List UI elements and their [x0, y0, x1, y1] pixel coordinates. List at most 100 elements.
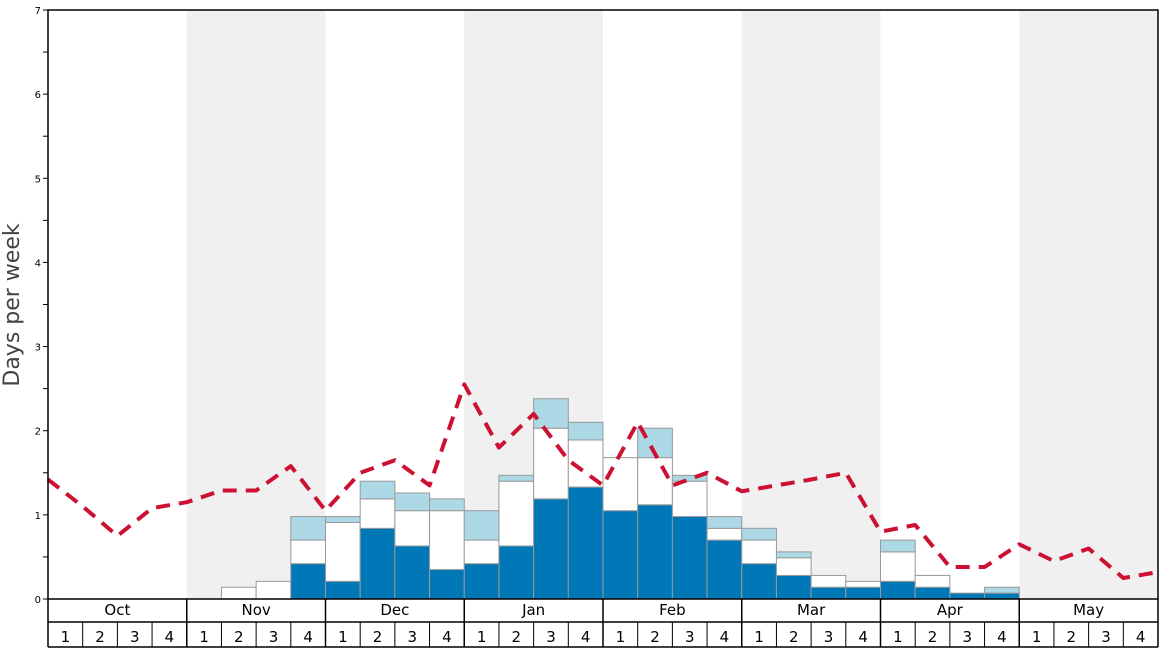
- month-band: [1019, 10, 1158, 599]
- bar-top: [394, 492, 431, 512]
- y-axis: 0 1 2 3 4 5 6 7: [35, 6, 48, 606]
- y-axis-title: Days per week: [0, 223, 25, 386]
- week-label: 1: [616, 628, 626, 646]
- week-label: 1: [754, 628, 764, 646]
- x-axis: Oct Nov Dec Jan Feb Mar Apr May 1 2 3 4 1 2 3 4 1 2 3 4 1 2 3 4…: [47, 599, 1159, 648]
- bar-bottom: [359, 527, 396, 600]
- y-tick-label: 5: [35, 174, 41, 185]
- bar-middle: [463, 539, 500, 565]
- month-label: Nov: [241, 601, 270, 619]
- bar-top: [463, 510, 500, 541]
- month-label: Dec: [380, 601, 409, 619]
- bar-middle: [498, 480, 535, 547]
- bar-bottom: [775, 574, 812, 600]
- y-tick-label: 0: [35, 595, 41, 606]
- bar-bottom: [463, 563, 500, 600]
- y-tick-label: 2: [35, 427, 41, 438]
- bar-bottom: [949, 592, 986, 600]
- bar-bottom: [845, 586, 881, 600]
- week-label: 4: [165, 628, 175, 646]
- week-label: 1: [61, 628, 71, 646]
- bar-bottom: [533, 498, 569, 600]
- week-label: 3: [546, 628, 556, 646]
- bar-middle: [255, 580, 292, 600]
- month-label: Mar: [797, 601, 826, 619]
- week-label: 2: [1067, 628, 1077, 646]
- y-tick-label: 6: [35, 90, 41, 101]
- week-label: 3: [685, 628, 695, 646]
- bar-middle: [810, 574, 847, 588]
- bar-middle: [359, 498, 396, 529]
- week-label: 3: [407, 628, 417, 646]
- bar-bottom: [880, 580, 916, 600]
- bar-bottom: [602, 510, 639, 600]
- month-label: Jan: [521, 601, 545, 619]
- bar-top: [498, 474, 535, 482]
- bar-bottom: [810, 586, 847, 600]
- bar-bottom: [290, 563, 326, 600]
- bar-middle: [220, 586, 257, 600]
- bar-top: [567, 421, 604, 441]
- y-tick-label: 3: [35, 343, 41, 354]
- bar-top: [706, 516, 743, 529]
- line-series: [46, 382, 1159, 580]
- bar-middle: [741, 539, 777, 565]
- bar-middle: [325, 521, 361, 582]
- bar-top: [325, 516, 361, 523]
- bar-top: [533, 398, 569, 429]
- week-label: 4: [581, 628, 591, 646]
- y-tick-label: 4: [35, 258, 41, 269]
- week-label: 3: [130, 628, 140, 646]
- average-line: [46, 382, 1159, 580]
- bar-bottom: [325, 580, 361, 600]
- week-label: 2: [373, 628, 383, 646]
- week-label: 2: [650, 628, 660, 646]
- week-label: 2: [512, 628, 522, 646]
- bar-middle: [775, 557, 812, 576]
- bar-top: [880, 539, 916, 553]
- bar-bottom: [567, 486, 604, 600]
- month-band: [186, 10, 326, 599]
- week-label: 3: [824, 628, 834, 646]
- month-label: Oct: [104, 601, 130, 619]
- month-label: May: [1073, 601, 1104, 619]
- bar-bottom: [741, 563, 777, 600]
- bar-middle: [914, 574, 951, 588]
- week-label: 4: [442, 628, 452, 646]
- bar-top: [359, 480, 396, 500]
- bar-middle: [671, 480, 708, 518]
- week-label: 4: [1136, 628, 1146, 646]
- bar-middle: [845, 580, 881, 588]
- bar-middle: [880, 551, 916, 582]
- week-label: 3: [1101, 628, 1111, 646]
- bars: [220, 398, 1020, 600]
- bar-top: [984, 586, 1020, 594]
- bar-top: [775, 551, 812, 559]
- bar-top: [290, 516, 326, 541]
- month-label: Apr: [937, 601, 964, 619]
- week-label: 1: [1032, 628, 1042, 646]
- bar-bottom: [394, 545, 431, 600]
- month-label: Feb: [659, 601, 686, 619]
- bar-top: [429, 498, 465, 512]
- bar-bottom: [637, 504, 673, 600]
- bar-bottom: [429, 569, 465, 600]
- week-label: 3: [962, 628, 972, 646]
- week-label: 2: [234, 628, 244, 646]
- week-label: 2: [789, 628, 799, 646]
- bar-bottom: [914, 586, 951, 600]
- week-label: 1: [477, 628, 487, 646]
- bar-middle: [290, 539, 326, 565]
- y-tick-label: 1: [35, 511, 41, 522]
- week-label: 4: [997, 628, 1007, 646]
- bar-middle: [637, 457, 673, 506]
- y-tick-label: 7: [35, 6, 41, 17]
- bar-bottom: [706, 539, 743, 600]
- week-label: 2: [928, 628, 938, 646]
- bar-top: [741, 527, 777, 541]
- bar-top: [671, 474, 708, 482]
- week-label: 1: [199, 628, 209, 646]
- bar-bottom: [498, 545, 535, 600]
- bar-middle: [602, 457, 639, 512]
- week-label: 4: [858, 628, 868, 646]
